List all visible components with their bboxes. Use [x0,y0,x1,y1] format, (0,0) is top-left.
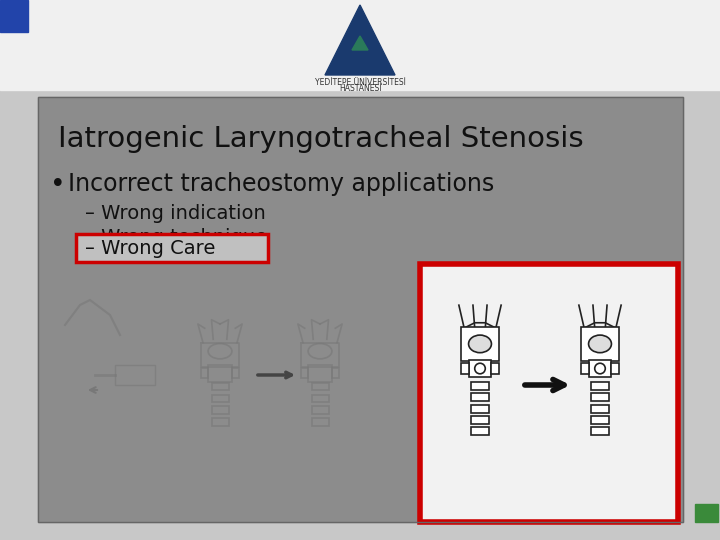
Polygon shape [325,5,395,75]
Bar [471,393,489,401]
Ellipse shape [469,335,492,353]
Text: •: • [50,172,66,198]
Bar [308,365,332,382]
Bar [312,383,328,390]
Bar [461,327,500,361]
Bar [76,234,268,262]
Polygon shape [352,36,368,50]
Bar [611,363,619,374]
Bar [591,428,609,435]
Bar [38,97,683,522]
Bar [212,407,228,414]
Bar [208,365,232,382]
Bar [312,395,328,402]
Bar [212,395,228,402]
Bar [0,0,720,90]
Bar [471,382,489,390]
Bar [212,418,228,426]
Bar [591,382,609,390]
Bar [591,404,609,413]
Bar [580,363,588,374]
Bar [420,264,678,522]
Circle shape [474,363,485,374]
Bar [588,360,611,377]
Bar [471,404,489,413]
Text: YEDİTEPE ÜNİVERSİTESİ: YEDİTEPE ÜNİVERSİTESİ [315,78,405,87]
Bar [591,393,609,401]
Circle shape [595,363,606,374]
Bar [461,363,469,374]
Bar [312,418,328,426]
Text: – Wrong indication: – Wrong indication [85,204,266,223]
Text: – Wrong Care: – Wrong Care [85,239,215,258]
Bar [38,97,683,522]
Bar [212,383,228,390]
Bar [492,363,500,374]
Bar [202,368,208,379]
Bar [115,365,155,385]
Text: – Wrong technique: – Wrong technique [85,228,267,247]
Bar [471,416,489,424]
Bar [332,368,338,379]
Bar [695,504,718,522]
Bar [301,368,308,379]
Text: Incorrect tracheostomy applications: Incorrect tracheostomy applications [68,172,494,196]
Bar [232,368,239,379]
Bar [471,428,489,435]
Bar [469,360,492,377]
Ellipse shape [588,335,611,353]
Text: HASTANESİ: HASTANESİ [338,84,382,93]
Bar [312,407,328,414]
Bar [0,0,28,32]
Bar [591,416,609,424]
Text: Iatrogenic Laryngotracheal Stenosis: Iatrogenic Laryngotracheal Stenosis [58,125,584,153]
Bar [580,327,619,361]
